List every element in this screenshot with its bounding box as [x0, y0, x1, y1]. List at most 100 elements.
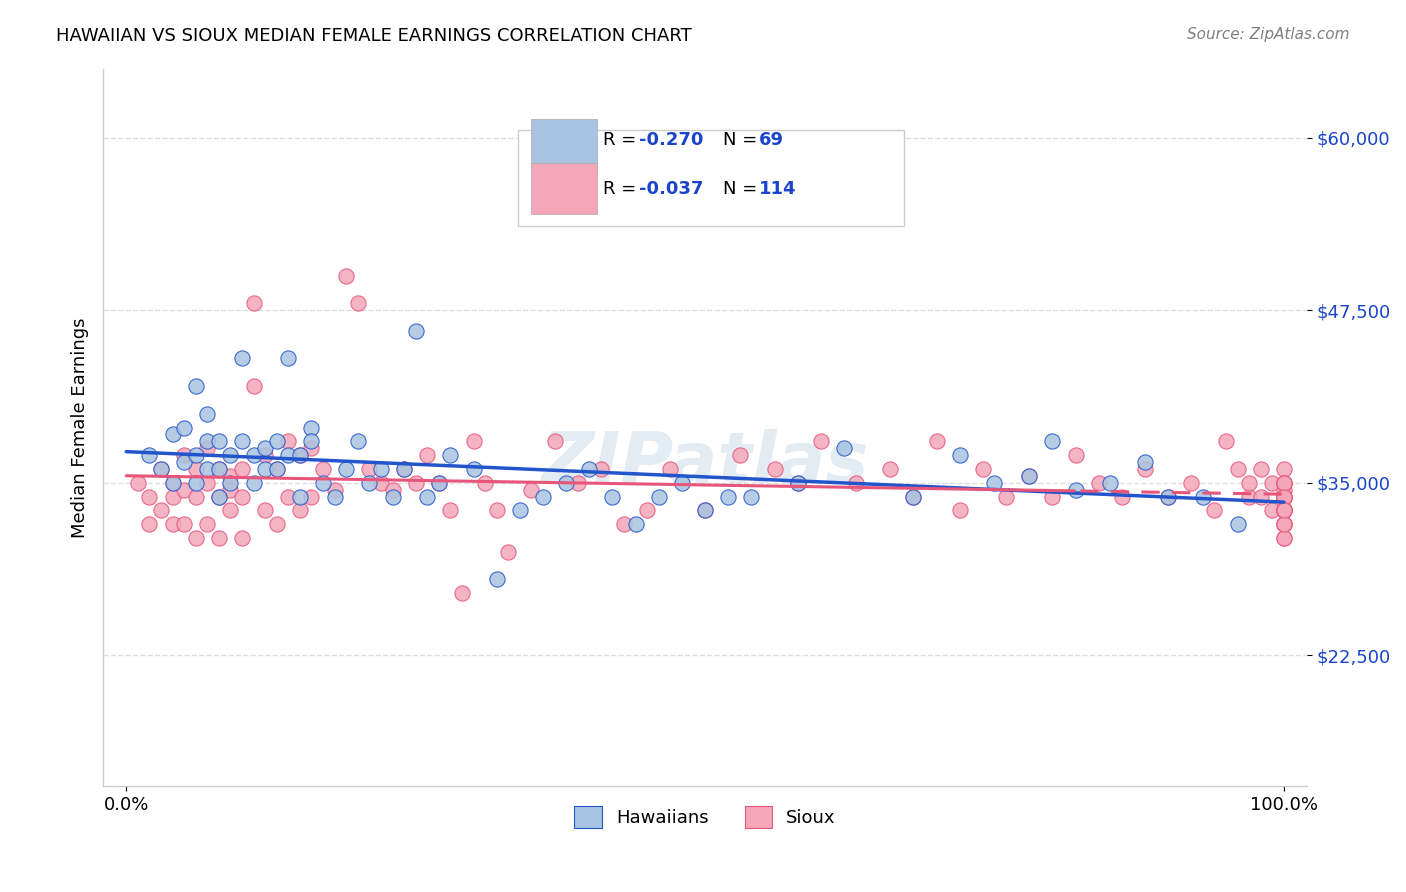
Point [208, 490, 231, 504]
Point [903, 490, 925, 504]
Text: 69: 69 [759, 131, 785, 149]
Point [451, 586, 474, 600]
Point [1272, 475, 1295, 490]
Point [1250, 462, 1272, 476]
Text: ZIPatlas: ZIPatlas [541, 429, 869, 498]
Point [266, 462, 288, 476]
Point [301, 434, 323, 449]
Point [231, 462, 253, 476]
Point [543, 434, 565, 449]
Point [879, 462, 901, 476]
Legend: Hawaiians, Sioux: Hawaiians, Sioux [567, 798, 844, 835]
Text: R =: R = [603, 131, 641, 149]
Point [1087, 475, 1109, 490]
Point [1272, 490, 1295, 504]
Point [439, 448, 461, 462]
Point [288, 490, 311, 504]
Point [254, 503, 277, 517]
Point [288, 503, 311, 517]
Point [832, 441, 855, 455]
Point [728, 448, 751, 462]
Point [1237, 490, 1260, 504]
Point [1018, 468, 1040, 483]
Point [1099, 475, 1122, 490]
Point [740, 490, 762, 504]
Point [1272, 483, 1295, 497]
Point [1272, 475, 1295, 490]
Point [127, 475, 149, 490]
Point [242, 475, 264, 490]
Text: Source: ZipAtlas.com: Source: ZipAtlas.com [1187, 27, 1350, 42]
Point [1040, 490, 1063, 504]
Point [1272, 503, 1295, 517]
Point [173, 483, 195, 497]
Point [335, 268, 357, 283]
Point [602, 490, 624, 504]
Point [1133, 455, 1156, 469]
Point [184, 475, 207, 490]
Point [195, 517, 218, 532]
FancyBboxPatch shape [519, 129, 904, 227]
Point [162, 517, 184, 532]
Point [266, 517, 288, 532]
Point [219, 503, 242, 517]
Point [162, 427, 184, 442]
Point [648, 490, 671, 504]
Point [995, 490, 1018, 504]
Point [463, 434, 485, 449]
Point [219, 468, 242, 483]
Point [463, 462, 485, 476]
Point [219, 483, 242, 497]
Point [184, 462, 207, 476]
Point [195, 475, 218, 490]
Point [219, 475, 242, 490]
Point [138, 517, 160, 532]
Point [195, 407, 218, 421]
Point [231, 351, 253, 366]
Point [184, 379, 207, 393]
Point [1133, 462, 1156, 476]
Point [405, 475, 427, 490]
Point [150, 462, 173, 476]
Point [949, 503, 972, 517]
Point [219, 448, 242, 462]
Point [150, 462, 173, 476]
Point [1040, 434, 1063, 449]
Text: N =: N = [723, 180, 763, 198]
Point [555, 475, 578, 490]
Point [335, 462, 357, 476]
Point [381, 490, 404, 504]
Point [370, 475, 392, 490]
Point [1272, 503, 1295, 517]
Point [659, 462, 682, 476]
Point [1192, 490, 1215, 504]
Point [301, 420, 323, 434]
Point [370, 462, 392, 476]
Point [254, 448, 277, 462]
Point [1272, 503, 1295, 517]
Point [277, 490, 299, 504]
Point [1064, 483, 1087, 497]
Point [567, 475, 589, 490]
Point [474, 475, 496, 490]
Point [786, 475, 808, 490]
Point [346, 296, 368, 310]
Point [277, 448, 299, 462]
Point [1157, 490, 1180, 504]
Point [1272, 517, 1295, 532]
Text: HAWAIIAN VS SIOUX MEDIAN FEMALE EARNINGS CORRELATION CHART: HAWAIIAN VS SIOUX MEDIAN FEMALE EARNINGS… [56, 27, 692, 45]
Point [301, 441, 323, 455]
Point [231, 490, 253, 504]
Point [693, 503, 716, 517]
Point [520, 483, 543, 497]
Point [301, 490, 323, 504]
Point [763, 462, 786, 476]
Point [392, 462, 415, 476]
Point [498, 545, 520, 559]
Point [242, 448, 264, 462]
Point [266, 434, 288, 449]
Point [288, 448, 311, 462]
Point [578, 462, 600, 476]
Point [162, 490, 184, 504]
Point [509, 503, 531, 517]
